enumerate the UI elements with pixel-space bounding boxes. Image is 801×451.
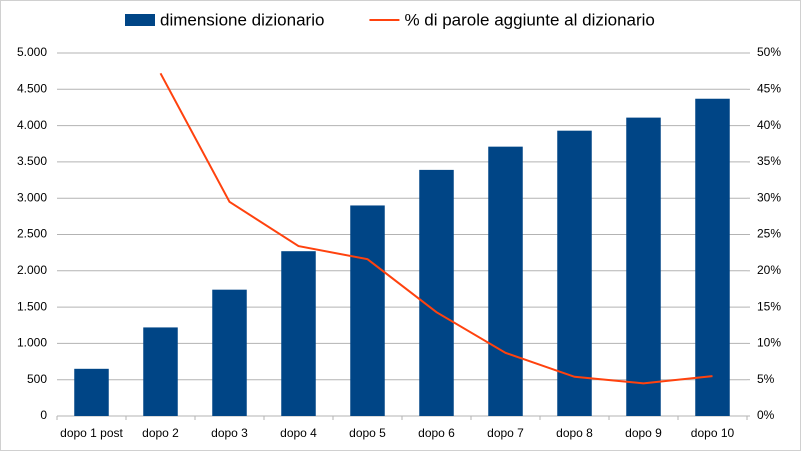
bar [281, 251, 316, 416]
y2-tick-label: 0% [757, 408, 775, 422]
x-tick-label: dopo 6 [418, 426, 455, 440]
y-tick-label: 2.500 [17, 227, 47, 241]
x-tick-label: dopo 8 [556, 426, 593, 440]
bar [350, 205, 385, 416]
y2-tick-label: 30% [757, 190, 781, 204]
y-tick-label: 1.500 [17, 299, 47, 313]
bar [626, 117, 661, 416]
y-tick-label: 0 [40, 408, 47, 422]
y2-tick-label: 10% [757, 336, 781, 350]
legend-label: dimensione dizionario [160, 10, 324, 29]
y2-tick-label: 35% [757, 154, 781, 168]
x-tick-label: dopo 3 [211, 426, 248, 440]
bar [695, 98, 730, 416]
y2-tick-label: 25% [757, 227, 781, 241]
x-tick-label: dopo 10 [691, 426, 735, 440]
y-tick-label: 4.000 [17, 118, 47, 132]
bar [419, 169, 454, 416]
x-tick-label: dopo 2 [142, 426, 179, 440]
x-tick-label: dopo 4 [280, 426, 317, 440]
bar [212, 289, 247, 416]
y2-tick-label: 50% [757, 45, 781, 59]
legend-swatch [125, 14, 155, 26]
y-tick-label: 3.500 [17, 154, 47, 168]
y2-tick-label: 20% [757, 263, 781, 277]
y2-tick-label: 40% [757, 118, 781, 132]
y-tick-label: 500 [27, 372, 47, 386]
y-tick-label: 2.000 [17, 263, 47, 277]
y-tick-label: 5.000 [17, 45, 47, 59]
bar [74, 368, 109, 416]
y-tick-label: 4.500 [17, 81, 47, 95]
x-tick-label: dopo 1 post [60, 426, 123, 440]
x-tick-label: dopo 5 [349, 426, 386, 440]
line-series [159, 72, 713, 385]
bar [143, 327, 178, 416]
y-tick-label: 1.000 [17, 336, 47, 350]
x-tick-label: dopo 9 [625, 426, 662, 440]
y2-tick-label: 15% [757, 299, 781, 313]
bar [488, 146, 523, 417]
y-tick-label: 3.000 [17, 190, 47, 204]
y2-tick-label: 5% [757, 372, 775, 386]
bar [557, 130, 592, 416]
y2-tick-label: 45% [757, 81, 781, 95]
x-tick-label: dopo 7 [487, 426, 524, 440]
legend-label: % di parole aggiunte al dizionario [404, 10, 654, 29]
